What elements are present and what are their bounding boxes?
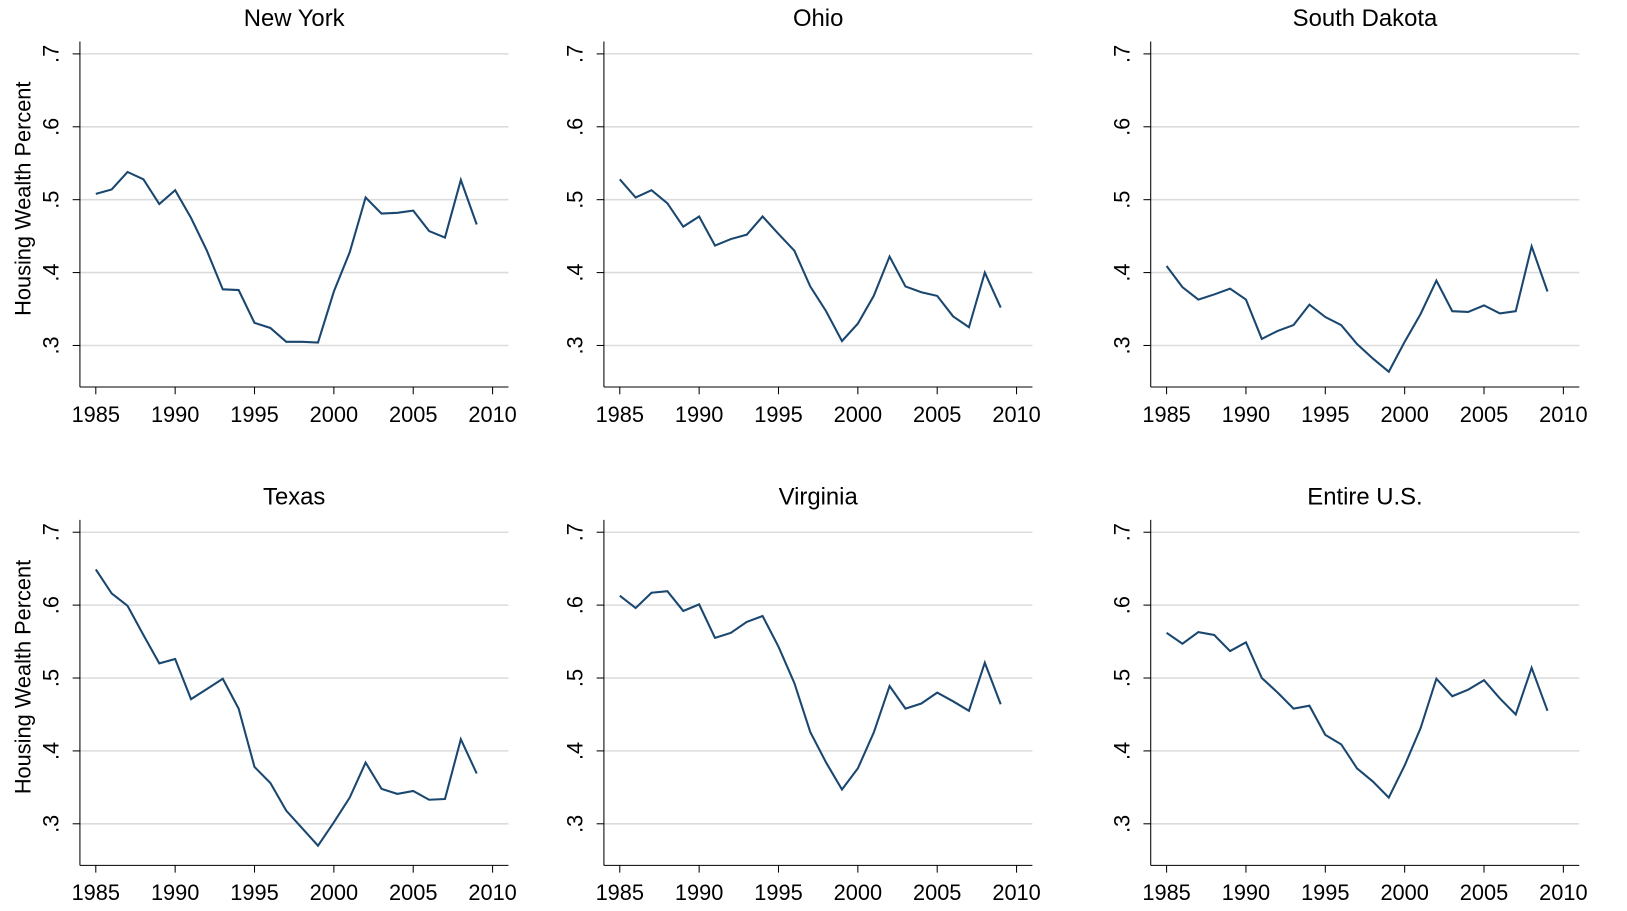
y-tick-label: .4: [563, 742, 588, 760]
y-tick-label: .6: [39, 596, 64, 614]
x-tick-label: 2005: [389, 880, 437, 905]
data-line: [1165, 242, 1549, 374]
y-tick-label: .6: [563, 118, 588, 136]
y-tick-label: .3: [39, 336, 64, 354]
y-tick-label: .6: [1109, 118, 1134, 136]
data-line: [1166, 630, 1549, 800]
data-line: [619, 178, 1002, 343]
y-tick-label: .3: [1109, 336, 1134, 354]
chart-title: South Dakota: [1293, 5, 1438, 32]
x-tick-label: 1990: [1222, 402, 1270, 427]
y-tick-label: .3: [39, 815, 64, 833]
chart-title: Texas: [263, 483, 325, 510]
x-tick-label: 2005: [913, 880, 961, 905]
data-line: [619, 590, 1002, 792]
x-tick-label: 2005: [913, 402, 961, 427]
x-tick-label: 1985: [596, 402, 644, 427]
y-tick-label: .7: [39, 45, 64, 63]
x-tick-label: 1985: [72, 402, 120, 427]
y-tick-label: .5: [1109, 669, 1134, 687]
y-tick-label: .6: [1109, 596, 1134, 614]
x-tick-label: 2000: [834, 880, 882, 905]
x-tick-label: 1995: [230, 880, 278, 905]
y-tick-label: .6: [563, 596, 588, 614]
x-tick-label: 1985: [1142, 880, 1190, 905]
y-axis-label: Housing Wealth Percent: [11, 82, 36, 316]
x-tick-label: 2000: [1380, 880, 1428, 905]
y-tick-label: .7: [1109, 523, 1134, 541]
x-tick-label: 1995: [1301, 402, 1349, 427]
y-tick-label: .5: [1109, 191, 1134, 209]
y-tick-label: .7: [563, 523, 588, 541]
y-tick-label: .4: [39, 742, 64, 760]
y-tick-label: .3: [1109, 815, 1134, 833]
x-tick-label: 1985: [596, 880, 644, 905]
y-tick-label: .4: [39, 263, 64, 281]
x-tick-label: 2000: [834, 402, 882, 427]
x-tick-label: 2000: [1380, 402, 1428, 427]
chart-title: Ohio: [793, 5, 843, 32]
x-tick-label: 1990: [151, 402, 199, 427]
x-tick-label: 2010: [468, 880, 516, 905]
x-tick-label: 1995: [754, 880, 802, 905]
x-tick-label: 1985: [72, 880, 120, 905]
x-tick-label: 2010: [468, 402, 516, 427]
y-tick-label: .5: [563, 191, 588, 209]
y-tick-label: .4: [563, 263, 588, 281]
y-tick-label: .3: [563, 815, 588, 833]
data-line: [94, 568, 478, 848]
x-tick-label: 1985: [1142, 402, 1190, 427]
x-tick-label: 2010: [1539, 880, 1587, 905]
y-tick-label: .5: [563, 669, 588, 687]
x-tick-label: 2005: [1460, 402, 1508, 427]
y-tick-label: .5: [39, 191, 64, 209]
y-tick-label: .3: [563, 336, 588, 354]
y-tick-label: .4: [1109, 263, 1134, 281]
x-tick-label: 1995: [230, 402, 278, 427]
x-tick-label: 2005: [389, 402, 437, 427]
x-tick-label: 1990: [151, 880, 199, 905]
x-tick-label: 1990: [1222, 880, 1270, 905]
x-tick-label: 2010: [1539, 402, 1587, 427]
y-axis-label: Housing Wealth Percent: [11, 560, 36, 794]
chart-title: Virginia: [779, 483, 859, 510]
y-tick-label: .7: [1109, 45, 1134, 63]
y-tick-label: .7: [563, 45, 588, 63]
x-tick-label: 2000: [310, 880, 358, 905]
x-tick-label: 1990: [675, 402, 723, 427]
y-tick-label: .7: [39, 523, 64, 541]
chart-title: New York: [244, 5, 345, 32]
x-tick-label: 2010: [992, 402, 1040, 427]
x-tick-label: 2010: [992, 880, 1040, 905]
x-tick-label: 1995: [1301, 880, 1349, 905]
y-tick-label: .6: [39, 118, 64, 136]
x-tick-label: 1990: [675, 880, 723, 905]
y-tick-label: .5: [39, 669, 64, 687]
chart-title: Entire U.S.: [1307, 483, 1422, 510]
x-tick-label: 1995: [754, 402, 802, 427]
data-line: [95, 170, 478, 344]
x-tick-label: 2000: [310, 402, 358, 427]
x-tick-label: 2005: [1460, 880, 1508, 905]
y-tick-label: .4: [1109, 742, 1134, 760]
